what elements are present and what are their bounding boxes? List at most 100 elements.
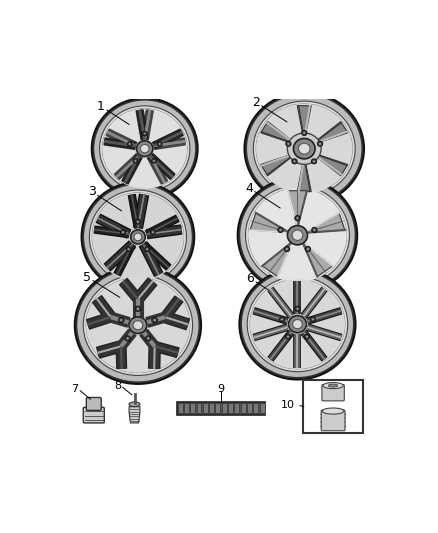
FancyBboxPatch shape — [322, 385, 344, 401]
Ellipse shape — [256, 104, 353, 193]
Ellipse shape — [248, 188, 346, 282]
Ellipse shape — [135, 306, 141, 311]
Text: 3: 3 — [88, 185, 96, 198]
Polygon shape — [297, 161, 311, 192]
Ellipse shape — [134, 159, 137, 162]
Ellipse shape — [318, 142, 321, 145]
Ellipse shape — [328, 384, 338, 387]
Polygon shape — [303, 243, 332, 277]
Ellipse shape — [75, 267, 201, 384]
Ellipse shape — [293, 320, 302, 329]
Ellipse shape — [83, 275, 193, 375]
Ellipse shape — [131, 230, 145, 244]
Ellipse shape — [145, 336, 151, 341]
Ellipse shape — [135, 219, 141, 224]
Ellipse shape — [153, 319, 156, 321]
Ellipse shape — [150, 230, 155, 235]
Bar — [247, 403, 252, 414]
Text: 8: 8 — [114, 381, 121, 391]
Bar — [260, 403, 265, 414]
Ellipse shape — [102, 109, 187, 189]
Ellipse shape — [289, 316, 307, 333]
Ellipse shape — [250, 279, 345, 369]
Ellipse shape — [146, 248, 148, 251]
Text: 5: 5 — [83, 271, 91, 284]
Bar — [177, 402, 265, 415]
Ellipse shape — [120, 319, 123, 321]
Ellipse shape — [306, 335, 308, 338]
FancyBboxPatch shape — [321, 410, 345, 431]
Polygon shape — [288, 191, 307, 225]
Ellipse shape — [311, 318, 314, 321]
Ellipse shape — [152, 318, 158, 323]
Bar — [304, 381, 363, 433]
Ellipse shape — [286, 248, 289, 251]
Ellipse shape — [256, 104, 353, 193]
Polygon shape — [315, 154, 348, 176]
Ellipse shape — [153, 159, 155, 162]
Ellipse shape — [311, 159, 317, 164]
Ellipse shape — [89, 190, 187, 284]
Ellipse shape — [293, 139, 315, 159]
Bar — [190, 403, 195, 414]
Ellipse shape — [292, 159, 297, 164]
Ellipse shape — [129, 402, 140, 407]
Ellipse shape — [313, 229, 316, 231]
Ellipse shape — [246, 185, 350, 285]
Ellipse shape — [286, 335, 290, 338]
Ellipse shape — [145, 247, 150, 252]
Ellipse shape — [284, 246, 290, 252]
Ellipse shape — [127, 142, 132, 146]
Ellipse shape — [253, 101, 355, 196]
Ellipse shape — [321, 415, 345, 421]
Ellipse shape — [240, 180, 356, 291]
Polygon shape — [261, 122, 293, 143]
Ellipse shape — [302, 131, 307, 135]
Ellipse shape — [120, 230, 126, 235]
Ellipse shape — [296, 217, 299, 220]
Ellipse shape — [143, 132, 146, 135]
Ellipse shape — [152, 159, 156, 163]
Ellipse shape — [92, 193, 184, 281]
Text: 7: 7 — [71, 384, 79, 394]
Ellipse shape — [321, 411, 345, 417]
Ellipse shape — [122, 231, 124, 233]
Text: 6: 6 — [246, 272, 254, 285]
Ellipse shape — [293, 160, 296, 163]
Bar — [184, 403, 189, 414]
Ellipse shape — [83, 184, 193, 290]
Ellipse shape — [313, 160, 315, 163]
Polygon shape — [262, 243, 292, 277]
Ellipse shape — [286, 334, 290, 339]
Ellipse shape — [137, 141, 153, 157]
Bar — [228, 403, 233, 414]
Ellipse shape — [127, 248, 130, 251]
Ellipse shape — [248, 188, 346, 282]
Ellipse shape — [133, 321, 143, 330]
Ellipse shape — [304, 334, 310, 339]
Ellipse shape — [310, 317, 315, 322]
Text: 2: 2 — [252, 96, 260, 109]
Polygon shape — [129, 407, 140, 423]
Ellipse shape — [140, 144, 149, 153]
Ellipse shape — [312, 228, 317, 232]
Ellipse shape — [287, 133, 321, 164]
Ellipse shape — [159, 143, 161, 146]
FancyBboxPatch shape — [83, 407, 104, 423]
Ellipse shape — [295, 306, 300, 311]
Ellipse shape — [307, 248, 309, 251]
Ellipse shape — [147, 337, 150, 340]
Ellipse shape — [82, 183, 194, 291]
Ellipse shape — [245, 93, 364, 205]
Ellipse shape — [321, 424, 345, 429]
Ellipse shape — [128, 143, 131, 146]
Ellipse shape — [246, 94, 362, 203]
Polygon shape — [250, 213, 287, 232]
Ellipse shape — [133, 159, 138, 163]
FancyBboxPatch shape — [86, 398, 101, 410]
Ellipse shape — [286, 141, 291, 147]
Bar — [197, 403, 201, 414]
Ellipse shape — [279, 317, 285, 322]
Ellipse shape — [92, 99, 197, 199]
Bar — [209, 403, 214, 414]
